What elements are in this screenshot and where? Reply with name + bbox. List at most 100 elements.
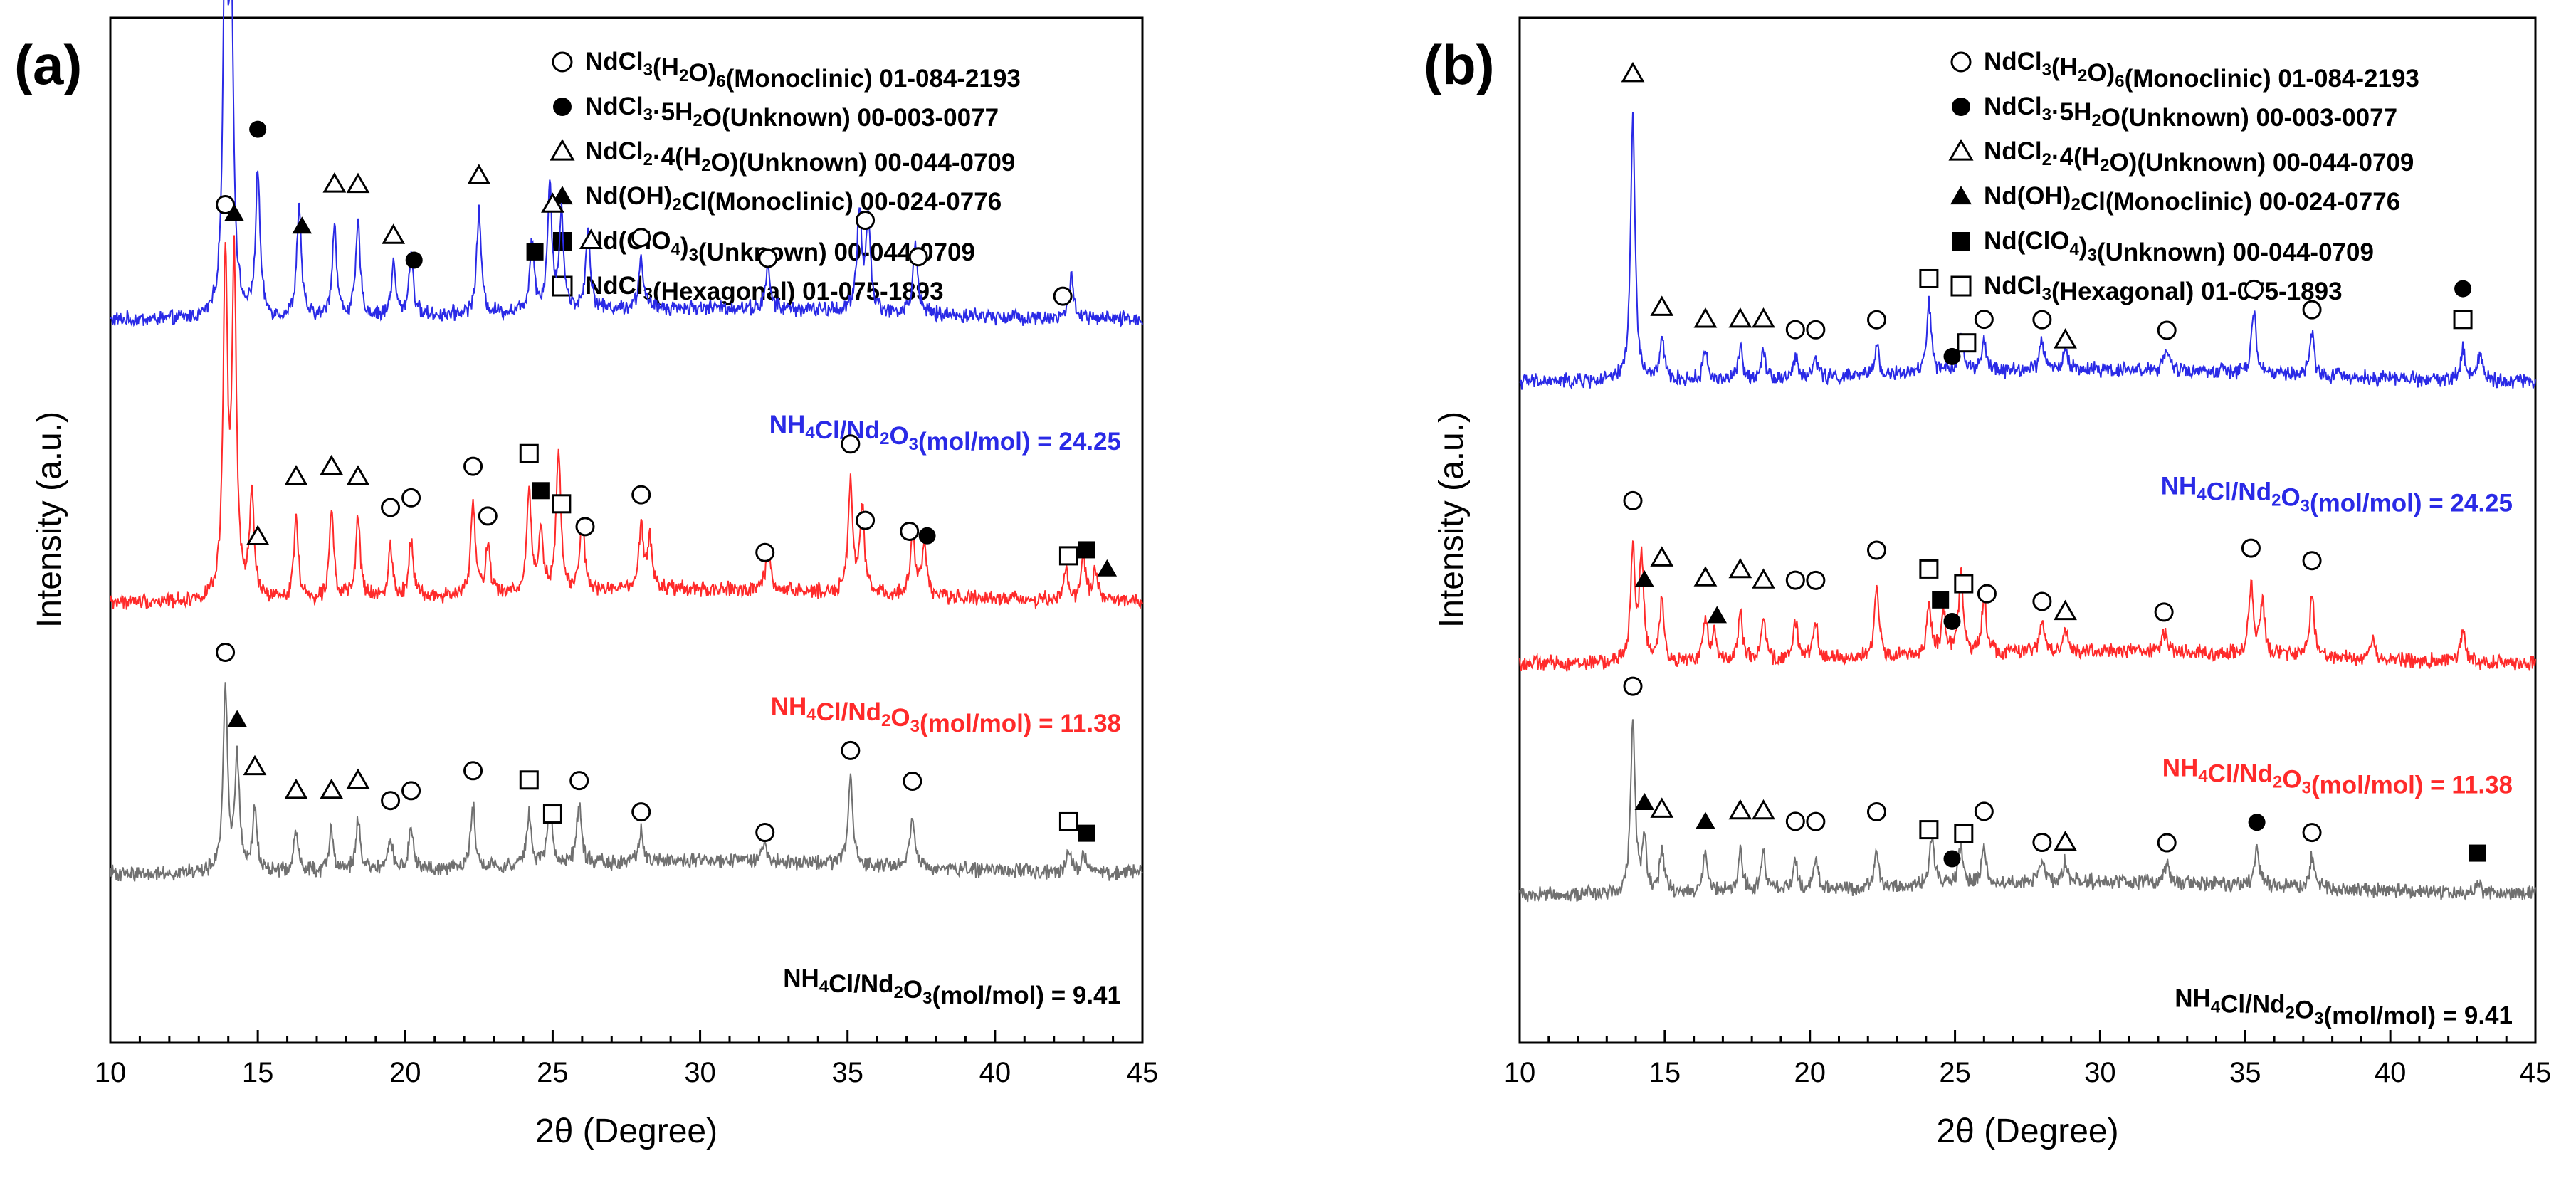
phase-marker-open-circle bbox=[856, 211, 876, 231]
series-ratio-label: NH4Cl/Nd2O3(mol/mol) = 24.25 bbox=[2161, 473, 2513, 517]
phase-marker-filled-triangle bbox=[224, 204, 244, 221]
phase-marker-open-circle bbox=[755, 823, 775, 843]
phase-marker-open-square bbox=[542, 804, 562, 824]
phase-marker-open-circle bbox=[2032, 833, 2052, 853]
phase-marker-filled-square bbox=[1078, 541, 1095, 559]
phase-marker-open-circle bbox=[900, 521, 920, 541]
phase-marker-open-circle bbox=[2302, 551, 2322, 571]
phase-marker-open-triangle bbox=[541, 192, 564, 213]
x-tick-label: 30 bbox=[684, 1057, 716, 1088]
legend-filled-square-icon bbox=[1952, 232, 1970, 251]
phase-marker-open-triangle bbox=[1693, 307, 1718, 328]
phase-marker-open-square bbox=[2453, 310, 2473, 330]
phase-marker-open-circle bbox=[1974, 801, 1994, 821]
phase-marker-filled-circle bbox=[2248, 814, 2266, 831]
phase-marker-open-circle bbox=[2032, 310, 2052, 330]
phase-marker-open-circle bbox=[1977, 584, 1997, 604]
x-tick-label: 15 bbox=[1649, 1057, 1681, 1088]
phase-marker-open-circle bbox=[841, 740, 861, 760]
phase-marker-open-triangle bbox=[1752, 307, 1775, 328]
phase-marker-open-triangle bbox=[346, 768, 370, 789]
phase-marker-open-circle bbox=[216, 642, 236, 662]
phase-marker-open-circle bbox=[1806, 811, 1826, 831]
phase-marker-open-circle bbox=[2157, 320, 2177, 340]
series-ratio-label: NH4Cl/Nd2O3(mol/mol) = 9.41 bbox=[783, 964, 1121, 1009]
phase-marker-open-circle bbox=[1866, 801, 1886, 821]
phase-marker-open-square bbox=[1954, 824, 1974, 843]
legend-entry: NdCl3·5H2O(Unknown) 00-003-0077 bbox=[1984, 93, 2397, 132]
series-9.41: NH4Cl/Nd2O3(mol/mol) = 9.41 bbox=[1519, 676, 2536, 1030]
phase-marker-open-circle bbox=[2302, 823, 2322, 843]
phase-marker-open-circle bbox=[2241, 538, 2261, 558]
x-tick-label: 15 bbox=[242, 1057, 274, 1088]
x-tick-label: 40 bbox=[979, 1057, 1011, 1088]
phase-marker-open-triangle bbox=[1650, 546, 1674, 567]
phase-marker-filled-square bbox=[1078, 824, 1095, 842]
series-ratio-label: NH4Cl/Nd2O3(mol/mol) = 11.38 bbox=[771, 693, 1121, 737]
phase-marker-open-triangle bbox=[1650, 797, 1674, 818]
phase-marker-open-square bbox=[1919, 820, 1939, 840]
series-24.25: NH4Cl/Nd2O3(mol/mol) = 24.25 bbox=[1519, 61, 2536, 517]
legend: NdCl3(H2O)6(Monoclinic) 01-084-2193NdCl3… bbox=[550, 48, 1021, 305]
phase-marker-filled-square bbox=[526, 243, 544, 261]
plot-frame bbox=[1518, 16, 2537, 1044]
legend-entry: NdCl2·4(H2O)(Unknown) 00-044-0709 bbox=[585, 137, 1015, 177]
phase-marker-open-triangle bbox=[1621, 61, 1645, 83]
legend-open-circle-icon bbox=[552, 51, 573, 73]
xrd-pattern-line bbox=[1519, 719, 2536, 903]
phase-marker-open-triangle bbox=[2054, 830, 2077, 851]
legend-filled-triangle-icon bbox=[552, 186, 573, 205]
legend-filled-triangle-icon bbox=[1950, 186, 1972, 205]
phase-marker-open-triangle bbox=[1650, 295, 1674, 316]
phase-marker-open-triangle bbox=[1752, 799, 1775, 820]
panel-b: (b) 10 15 20 25 30 35 40 45 2θ (Degree) Intensity … bbox=[1424, 16, 2552, 1150]
legend-filled-circle-icon bbox=[1952, 98, 1970, 116]
phase-marker-filled-circle bbox=[1943, 347, 1961, 365]
legend-filled-circle-icon bbox=[553, 98, 572, 116]
phase-marker-open-triangle bbox=[579, 228, 603, 249]
panel-label: (a) bbox=[14, 33, 82, 96]
legend-entry: Nd(ClO4)3(Unknown) 00-044-0709 bbox=[1984, 227, 2374, 266]
phase-marker-open-circle bbox=[401, 488, 421, 508]
phase-marker-open-square bbox=[1058, 811, 1078, 831]
y-axis-title: Intensity (a.u.) bbox=[31, 411, 68, 628]
phase-marker-open-circle bbox=[856, 510, 876, 530]
xrd-pattern-line bbox=[110, 682, 1143, 882]
phase-marker-open-circle bbox=[569, 771, 589, 791]
phase-marker-open-circle bbox=[2154, 602, 2174, 622]
panel-a: (a) 10 15 20 25 30 35 40 45 2θ (Degree) Intensity … bbox=[14, 0, 1158, 1150]
x-axis-title: 2θ (Degree) bbox=[535, 1113, 717, 1150]
x-axis-ticks: 10 15 20 25 30 35 40 45 bbox=[95, 1030, 1159, 1088]
phase-marker-open-circle bbox=[1974, 310, 1994, 330]
phase-marker-filled-circle bbox=[918, 527, 936, 545]
x-tick-label: 20 bbox=[389, 1057, 421, 1088]
x-tick-label: 10 bbox=[1504, 1057, 1536, 1088]
x-tick-label: 45 bbox=[2520, 1057, 2552, 1088]
phase-marker-open-circle bbox=[1623, 676, 1643, 696]
x-tick-label: 25 bbox=[1939, 1057, 1971, 1088]
x-tick-label: 25 bbox=[537, 1057, 569, 1088]
legend-open-square-icon bbox=[1950, 275, 1972, 297]
phase-marker-open-square bbox=[552, 494, 572, 514]
phase-marker-open-square bbox=[1957, 333, 1977, 353]
phase-marker-open-triangle bbox=[346, 465, 370, 485]
phase-marker-open-circle bbox=[755, 542, 775, 562]
phase-marker-open-triangle bbox=[243, 754, 267, 776]
phase-marker-filled-circle bbox=[249, 120, 267, 138]
phase-marker-open-circle bbox=[1785, 811, 1805, 831]
phase-marker-open-square bbox=[1919, 268, 1939, 288]
x-tick-label: 45 bbox=[1127, 1057, 1159, 1088]
phase-marker-filled-circle bbox=[1943, 850, 1961, 868]
phase-marker-open-triangle bbox=[320, 454, 344, 475]
legend-entry: NdCl3·5H2O(Unknown) 00-003-0077 bbox=[585, 93, 999, 132]
panel-label: (b) bbox=[1424, 33, 1495, 96]
x-tick-label: 10 bbox=[95, 1057, 127, 1088]
phase-marker-open-square bbox=[519, 770, 539, 790]
phase-marker-filled-triangle bbox=[1634, 570, 1655, 587]
phase-marker-filled-square bbox=[532, 482, 550, 500]
phase-marker-filled-circle bbox=[2454, 280, 2472, 298]
phase-marker-filled-triangle bbox=[292, 216, 312, 234]
phase-marker-open-triangle bbox=[382, 223, 406, 244]
phase-marker-filled-square bbox=[2469, 844, 2486, 862]
